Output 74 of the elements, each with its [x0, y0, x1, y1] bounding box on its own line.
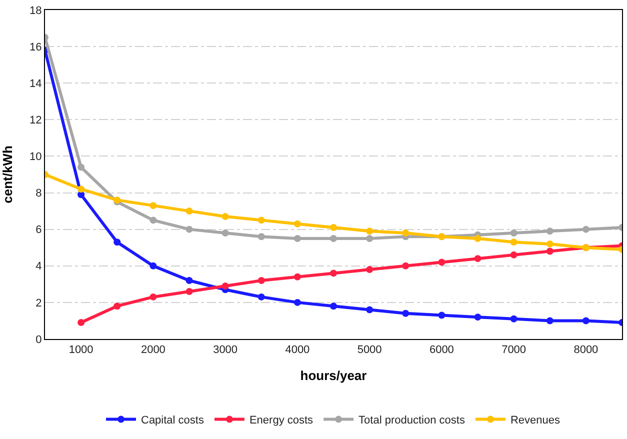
x-tick-label: 8000 [574, 344, 598, 356]
x-tick-label: 4000 [285, 344, 310, 356]
point [546, 240, 554, 248]
point [510, 229, 518, 236]
point [438, 258, 446, 266]
point [546, 317, 554, 324]
point [222, 282, 229, 290]
y-tick-label: 2 [36, 297, 42, 310]
point [150, 202, 157, 210]
point [258, 233, 265, 240]
point [510, 315, 518, 322]
y-axis-title: cent/kWh [0, 146, 15, 204]
point [402, 229, 410, 236]
y-tick-label: 16 [30, 41, 42, 54]
x-tick-label: 7000 [502, 344, 526, 356]
point [438, 312, 446, 319]
point [366, 228, 374, 235]
point [366, 234, 374, 242]
point [186, 277, 193, 284]
x-tick-label: 2000 [140, 344, 166, 356]
y-tick-label: 10 [30, 151, 42, 164]
point [510, 251, 518, 258]
point [474, 234, 482, 242]
legend-label: Revenues [510, 414, 560, 427]
point [582, 226, 590, 233]
point [114, 238, 121, 246]
y-tick-label: 12 [30, 114, 42, 127]
point [294, 273, 301, 280]
x-tick-label: 1000 [68, 344, 94, 356]
y-tick-label: 0 [36, 334, 42, 346]
point [114, 302, 121, 310]
x-tick-label: 6000 [429, 344, 454, 356]
point [330, 234, 337, 242]
point [294, 298, 301, 306]
point [546, 248, 554, 255]
point [474, 255, 482, 262]
point [366, 306, 374, 314]
x-tick-label: 5000 [357, 344, 382, 356]
y-tick-label: 14 [30, 78, 42, 90]
point [402, 262, 410, 270]
y-tick-label: 8 [36, 188, 42, 200]
y-tick-label: 4 [36, 260, 42, 273]
x-tick-label: 3000 [213, 344, 238, 356]
point [294, 234, 301, 242]
point [150, 262, 157, 270]
point [258, 216, 265, 224]
point [330, 302, 337, 310]
point [222, 213, 229, 220]
legend-label: Energy costs [249, 414, 314, 427]
point [222, 229, 229, 236]
point [150, 216, 157, 224]
point [78, 164, 85, 171]
point [150, 293, 157, 300]
y-tick-label: 6 [36, 224, 42, 236]
x-axis-title: hours/year [300, 368, 367, 383]
point [510, 238, 518, 246]
point [78, 186, 85, 193]
legend-label: Total production costs [358, 414, 466, 427]
point [186, 288, 193, 295]
point [186, 226, 193, 233]
point [474, 314, 482, 321]
point [366, 266, 374, 274]
point [402, 310, 410, 317]
point [258, 277, 265, 284]
point [294, 220, 301, 228]
point [546, 228, 554, 235]
point [186, 208, 193, 215]
point [582, 317, 590, 324]
y-tick-label: 18 [30, 4, 42, 17]
legend-label: Capital costs [141, 414, 204, 427]
point [78, 319, 85, 326]
point [330, 224, 337, 232]
point [258, 293, 265, 300]
point [330, 270, 337, 277]
